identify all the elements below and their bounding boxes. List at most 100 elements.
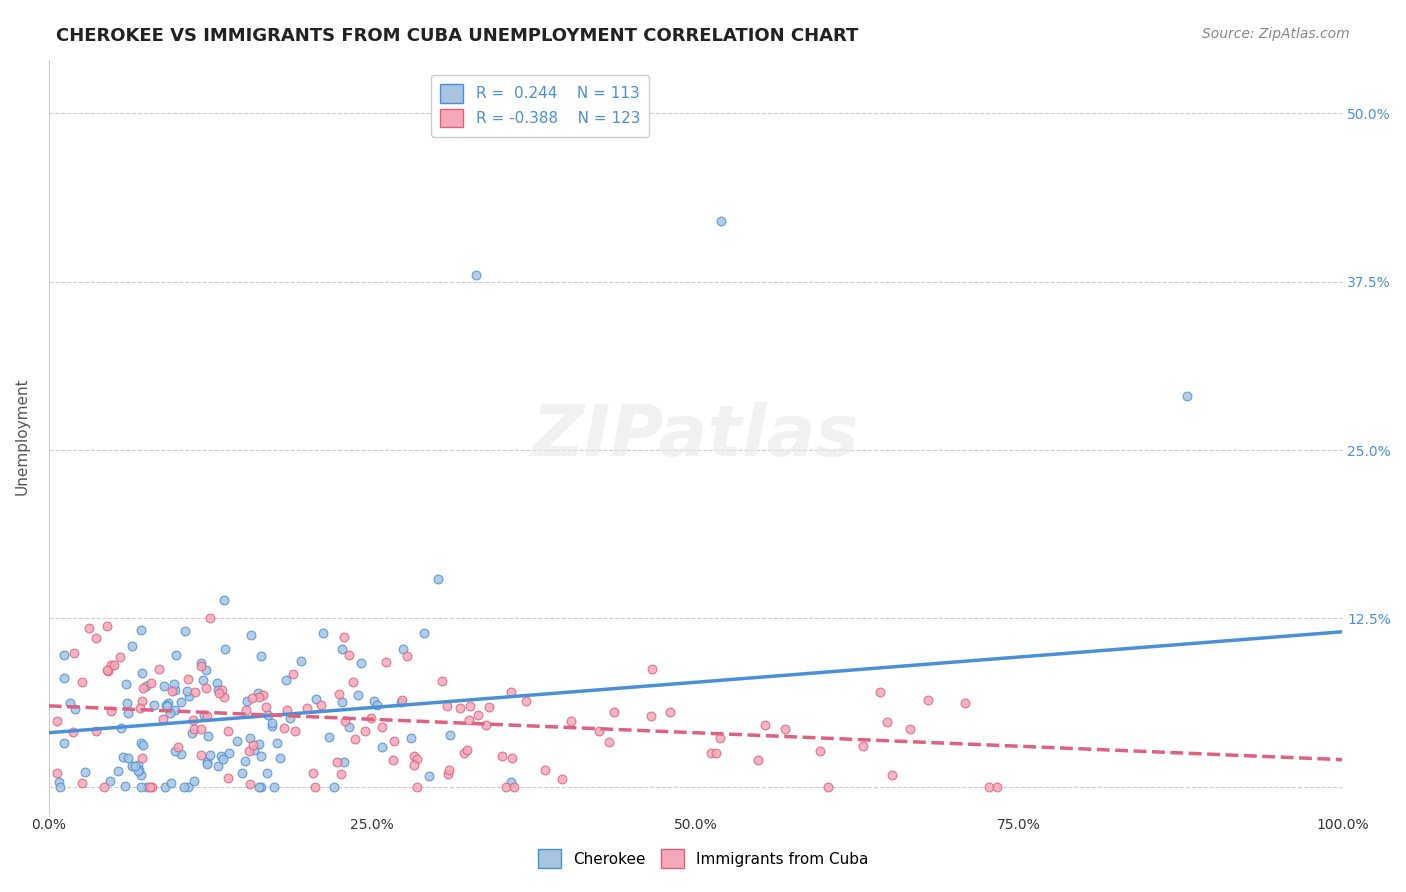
Point xyxy=(208,686,231,700)
Point xyxy=(986,780,1008,794)
Point xyxy=(226,734,249,748)
Point xyxy=(131,681,153,696)
Point xyxy=(103,658,125,673)
Point xyxy=(333,714,356,728)
Point xyxy=(163,703,186,717)
Point xyxy=(131,751,153,765)
Point xyxy=(876,714,898,729)
Point xyxy=(163,744,186,758)
Point xyxy=(603,706,626,720)
Point xyxy=(302,765,325,780)
Point xyxy=(249,749,271,764)
Point xyxy=(917,692,939,706)
Point xyxy=(96,619,118,633)
Point xyxy=(127,764,149,778)
Point xyxy=(333,755,356,769)
Point xyxy=(153,680,176,694)
Point xyxy=(183,774,205,789)
Point xyxy=(100,704,122,718)
Point xyxy=(217,723,239,738)
Point xyxy=(195,681,218,696)
Point xyxy=(52,735,75,749)
Point xyxy=(173,624,195,638)
Point xyxy=(62,724,84,739)
Point xyxy=(382,734,405,748)
Point xyxy=(588,723,610,738)
Point xyxy=(165,648,187,662)
Legend: R =  0.244    N = 113, R = -0.388    N = 123: R = 0.244 N = 113, R = -0.388 N = 123 xyxy=(432,75,650,136)
Point xyxy=(246,685,269,699)
Point xyxy=(247,690,270,704)
Point xyxy=(214,641,236,656)
Point xyxy=(157,696,180,710)
Point xyxy=(747,753,769,767)
Point xyxy=(48,780,70,794)
Point xyxy=(640,709,662,723)
Point xyxy=(170,695,193,709)
Point xyxy=(190,723,212,737)
Point xyxy=(115,696,138,710)
Point xyxy=(191,673,214,688)
Point xyxy=(211,752,233,766)
Point xyxy=(181,713,204,727)
Point xyxy=(183,685,205,699)
Point xyxy=(152,712,174,726)
Point xyxy=(330,695,353,709)
Point xyxy=(233,754,256,768)
Point xyxy=(405,752,427,766)
Point xyxy=(254,699,277,714)
Point xyxy=(318,730,340,744)
Point xyxy=(276,703,298,717)
Point xyxy=(955,696,977,710)
Point xyxy=(163,677,186,691)
Point xyxy=(238,744,260,758)
Point xyxy=(550,772,572,786)
Point xyxy=(218,746,240,760)
Point xyxy=(131,738,153,752)
Point xyxy=(256,765,278,780)
Point xyxy=(212,592,235,607)
Point xyxy=(347,688,370,702)
Point xyxy=(852,739,875,753)
Point xyxy=(869,685,891,699)
Point xyxy=(382,753,405,767)
Point xyxy=(155,698,177,713)
Point xyxy=(278,711,301,725)
Point xyxy=(177,780,200,794)
Point xyxy=(190,747,212,762)
Point xyxy=(235,703,257,717)
Point xyxy=(360,711,382,725)
Point xyxy=(363,694,385,708)
Point xyxy=(114,677,136,691)
Point xyxy=(181,726,204,740)
Point xyxy=(501,685,523,699)
Point xyxy=(195,708,218,723)
Point xyxy=(207,759,229,773)
Point xyxy=(247,737,270,751)
Point xyxy=(491,749,513,764)
Point xyxy=(97,664,120,678)
Point xyxy=(337,720,360,734)
Point xyxy=(260,716,283,731)
Point xyxy=(262,719,284,733)
Point xyxy=(700,746,723,760)
Point xyxy=(96,664,118,678)
Point xyxy=(464,268,486,282)
Point xyxy=(456,743,478,757)
Point xyxy=(344,731,367,746)
Point xyxy=(405,780,427,794)
Point xyxy=(159,706,181,720)
Point xyxy=(402,748,425,763)
Point xyxy=(129,624,152,638)
Point xyxy=(817,780,839,794)
Point xyxy=(598,734,620,748)
Point xyxy=(193,708,215,723)
Point xyxy=(273,722,295,736)
Point xyxy=(217,771,239,785)
Point xyxy=(198,611,221,625)
Point xyxy=(128,763,150,777)
Point xyxy=(117,706,139,721)
Point xyxy=(418,769,440,783)
Point xyxy=(235,694,257,708)
Point xyxy=(326,755,349,769)
